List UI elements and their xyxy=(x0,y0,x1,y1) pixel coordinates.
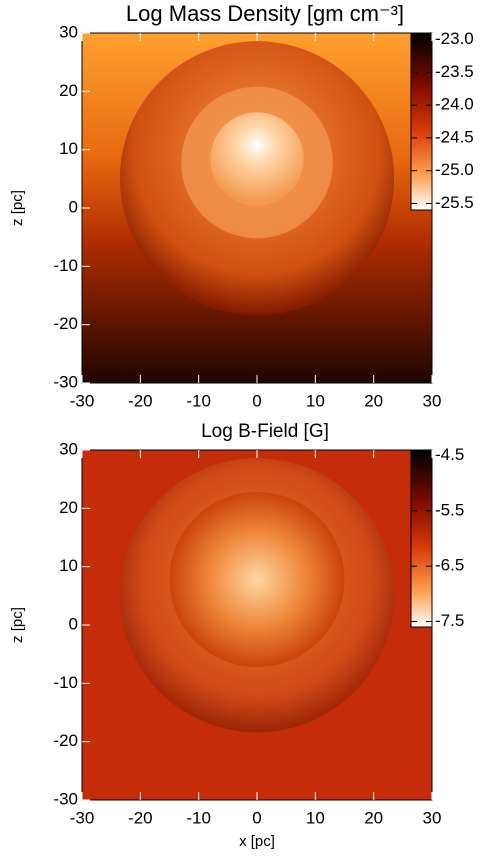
y-tick-label: 0 xyxy=(69,614,78,633)
turbulent-region xyxy=(169,492,345,667)
colorbar-tick-label: -5.5 xyxy=(435,500,464,519)
x-tick-label: 30 xyxy=(423,808,442,827)
y-axis-label: z [pc] xyxy=(9,607,26,643)
chart-title: Log B-Field [G] xyxy=(201,421,329,442)
x-tick-label: -20 xyxy=(128,808,153,827)
x-tick-label: -20 xyxy=(128,391,153,410)
colorbar-tick-label: -23.0 xyxy=(435,29,474,48)
core-bright xyxy=(210,112,304,206)
x-tick-label: 20 xyxy=(364,391,383,410)
y-tick-label: -30 xyxy=(53,372,78,391)
y-tick-label: -20 xyxy=(53,314,78,333)
colorbar-tick-label: -24.0 xyxy=(435,95,474,114)
chart-title: Log Mass Density [gm cm⁻³] xyxy=(126,1,404,26)
y-tick-label: -20 xyxy=(53,731,78,750)
colorbar-tick-label: -4.5 xyxy=(435,445,464,464)
y-tick-label: 10 xyxy=(59,139,78,158)
x-tick-label: 0 xyxy=(252,808,261,827)
x-tick-label: -30 xyxy=(70,391,95,410)
colorbar xyxy=(410,449,433,628)
colorbar-tick-label: -24.5 xyxy=(435,127,474,146)
x-tick-label: -10 xyxy=(186,391,211,410)
x-tick-label: 10 xyxy=(306,391,325,410)
x-tick-label: 30 xyxy=(423,391,442,410)
y-tick-label: -10 xyxy=(53,256,78,275)
x-tick-label: -10 xyxy=(186,808,211,827)
colorbar-tick-label: -7.5 xyxy=(435,611,464,630)
colorbar-tick-label: -25.5 xyxy=(435,193,474,212)
y-tick-label: 30 xyxy=(59,22,78,41)
y-tick-label: 20 xyxy=(59,81,78,100)
y-tick-label: -10 xyxy=(53,673,78,692)
y-tick-label: 10 xyxy=(59,556,78,575)
x-tick-label: -30 xyxy=(70,808,95,827)
colorbar-tick-label: -6.5 xyxy=(435,556,464,575)
colorbar-tick-label: -23.5 xyxy=(435,62,474,81)
y-tick-label: 20 xyxy=(59,498,78,517)
colorbar xyxy=(410,32,433,211)
y-axis-label: z [pc] xyxy=(9,190,26,226)
x-tick-label: 0 xyxy=(252,391,261,410)
y-tick-label: 0 xyxy=(69,197,78,216)
colorbar-tick-label: -25.0 xyxy=(435,160,474,179)
y-tick-label: 30 xyxy=(59,439,78,458)
x-tick-label: 10 xyxy=(306,808,325,827)
y-tick-label: -30 xyxy=(53,789,78,808)
x-tick-label: 20 xyxy=(364,808,383,827)
x-axis-label: x [pc] xyxy=(239,833,275,850)
